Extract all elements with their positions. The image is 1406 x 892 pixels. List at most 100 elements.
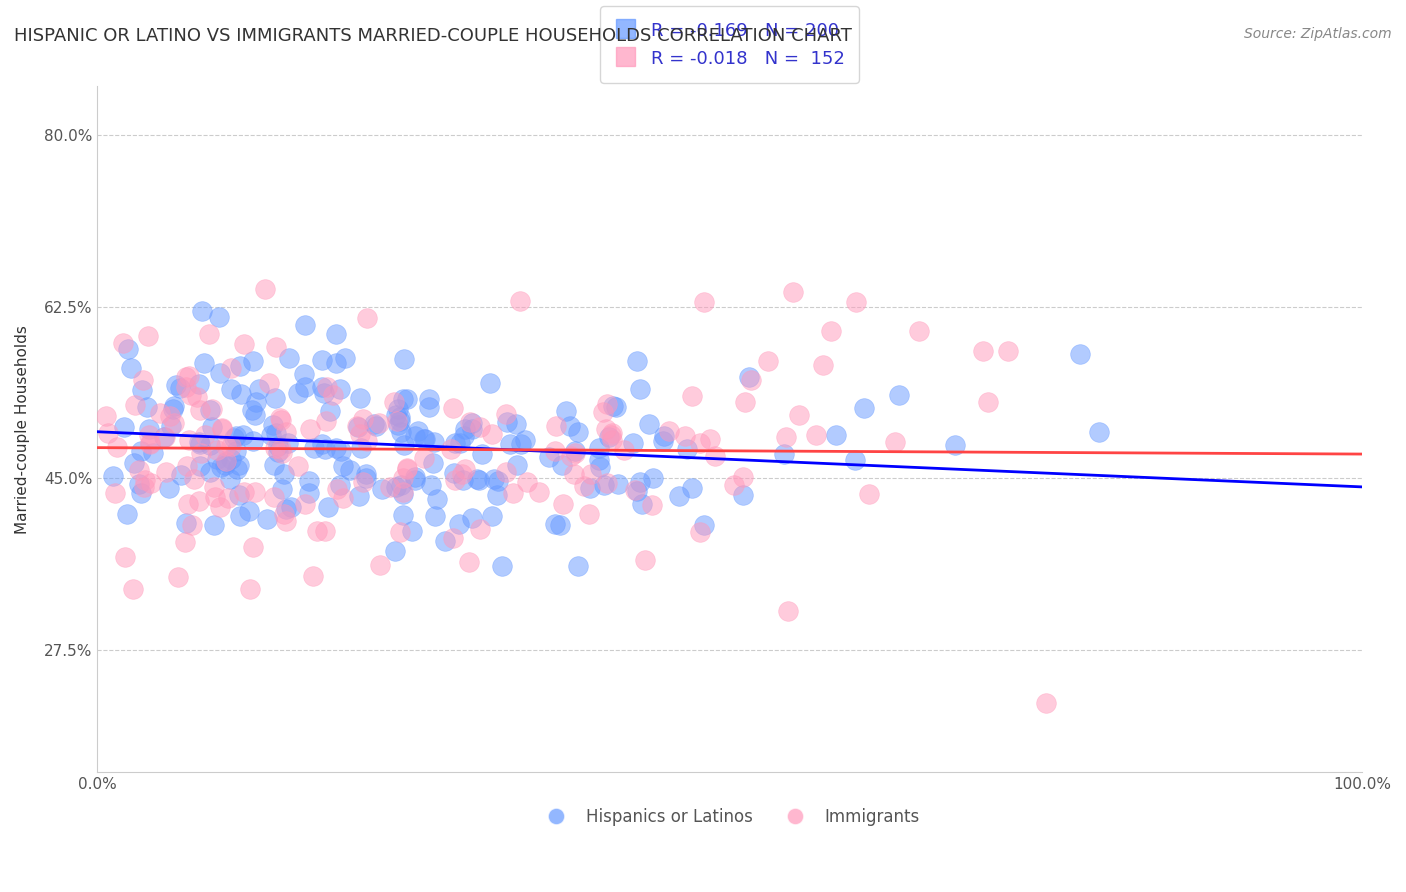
Point — [676, 442, 699, 456]
Point — [887, 388, 910, 402]
Point — [578, 507, 600, 521]
Point — [205, 443, 228, 458]
Point — [117, 342, 139, 356]
Point — [287, 458, 309, 473]
Point — [391, 477, 413, 491]
Point — [844, 452, 866, 467]
Point — [297, 486, 319, 500]
Point — [389, 409, 412, 424]
Point — [188, 403, 211, 417]
Point — [588, 452, 610, 467]
Point — [219, 452, 242, 467]
Point — [187, 494, 209, 508]
Point — [325, 326, 347, 341]
Point — [287, 386, 309, 401]
Point — [163, 416, 186, 430]
Point — [588, 442, 610, 456]
Point — [191, 304, 214, 318]
Point — [305, 524, 328, 538]
Point — [354, 471, 377, 485]
Point — [454, 461, 477, 475]
Point — [734, 394, 756, 409]
Point — [339, 462, 361, 476]
Point — [465, 471, 488, 485]
Point — [544, 444, 567, 458]
Point — [128, 477, 150, 491]
Point — [202, 517, 225, 532]
Point — [681, 481, 703, 495]
Point — [637, 417, 659, 431]
Point — [218, 472, 240, 486]
Point — [853, 401, 876, 415]
Point — [482, 472, 505, 486]
Point — [329, 477, 352, 491]
Point — [395, 462, 418, 476]
Point — [219, 361, 242, 376]
Point — [426, 491, 449, 506]
Point — [349, 490, 371, 504]
Point — [101, 468, 124, 483]
Point — [329, 382, 352, 396]
Point — [1035, 697, 1057, 711]
Point — [174, 516, 197, 530]
Point — [183, 472, 205, 486]
Point — [449, 517, 471, 532]
Point — [315, 414, 337, 428]
Point — [274, 514, 297, 528]
Point — [169, 381, 191, 395]
Point — [131, 383, 153, 397]
Point — [558, 418, 581, 433]
Point — [560, 449, 582, 463]
Point — [564, 446, 586, 460]
Point — [596, 475, 619, 490]
Point — [363, 417, 385, 431]
Point — [270, 442, 292, 456]
Point — [491, 559, 513, 574]
Point — [202, 480, 225, 494]
Point — [509, 294, 531, 309]
Point — [238, 504, 260, 518]
Point — [451, 467, 474, 481]
Point — [600, 425, 623, 440]
Point — [699, 432, 721, 446]
Point — [440, 442, 463, 456]
Point — [693, 294, 716, 309]
Point — [221, 439, 243, 453]
Y-axis label: Married-couple Households: Married-couple Households — [15, 325, 30, 533]
Point — [605, 401, 627, 415]
Point — [467, 473, 489, 487]
Point — [122, 457, 145, 471]
Point — [153, 430, 176, 444]
Point — [441, 531, 464, 545]
Point — [977, 394, 1000, 409]
Point — [451, 473, 474, 487]
Point — [198, 465, 221, 479]
Point — [486, 488, 509, 502]
Point — [326, 482, 349, 496]
Point — [943, 437, 966, 451]
Point — [232, 427, 254, 442]
Point — [689, 435, 711, 450]
Point — [506, 458, 529, 472]
Point — [773, 446, 796, 460]
Point — [404, 429, 426, 443]
Point — [208, 367, 231, 381]
Point — [264, 425, 287, 440]
Point — [240, 402, 263, 417]
Point — [222, 431, 245, 445]
Point — [641, 471, 664, 485]
Point — [804, 428, 827, 442]
Point — [304, 441, 326, 455]
Point — [418, 400, 440, 414]
Point — [177, 497, 200, 511]
Point — [529, 485, 551, 500]
Point — [292, 367, 315, 381]
Legend: Hispanics or Latinos, Immigrants: Hispanics or Latinos, Immigrants — [533, 801, 927, 832]
Point — [229, 387, 252, 401]
Point — [364, 418, 387, 433]
Point — [273, 467, 295, 481]
Point — [245, 485, 267, 500]
Point — [312, 385, 335, 400]
Point — [1088, 425, 1111, 440]
Point — [259, 428, 281, 442]
